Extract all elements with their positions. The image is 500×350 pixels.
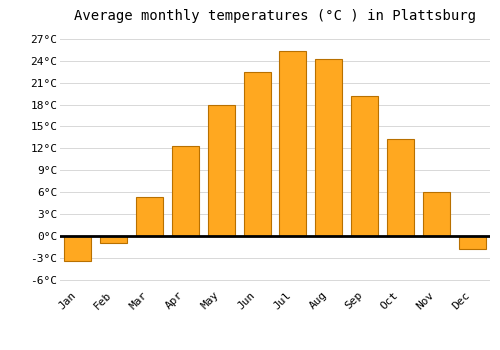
Bar [387, 139, 414, 236]
Bar [316, 60, 342, 236]
Bar [100, 236, 127, 243]
Bar [280, 51, 306, 236]
Title: Average monthly temperatures (°C ) in Plattsburg: Average monthly temperatures (°C ) in Pl… [74, 9, 476, 23]
Bar [64, 236, 92, 261]
Bar [136, 197, 163, 236]
Bar [208, 105, 234, 236]
Bar [423, 192, 450, 236]
Bar [244, 72, 270, 236]
Bar [351, 96, 378, 236]
Bar [458, 236, 485, 249]
Bar [172, 146, 199, 236]
